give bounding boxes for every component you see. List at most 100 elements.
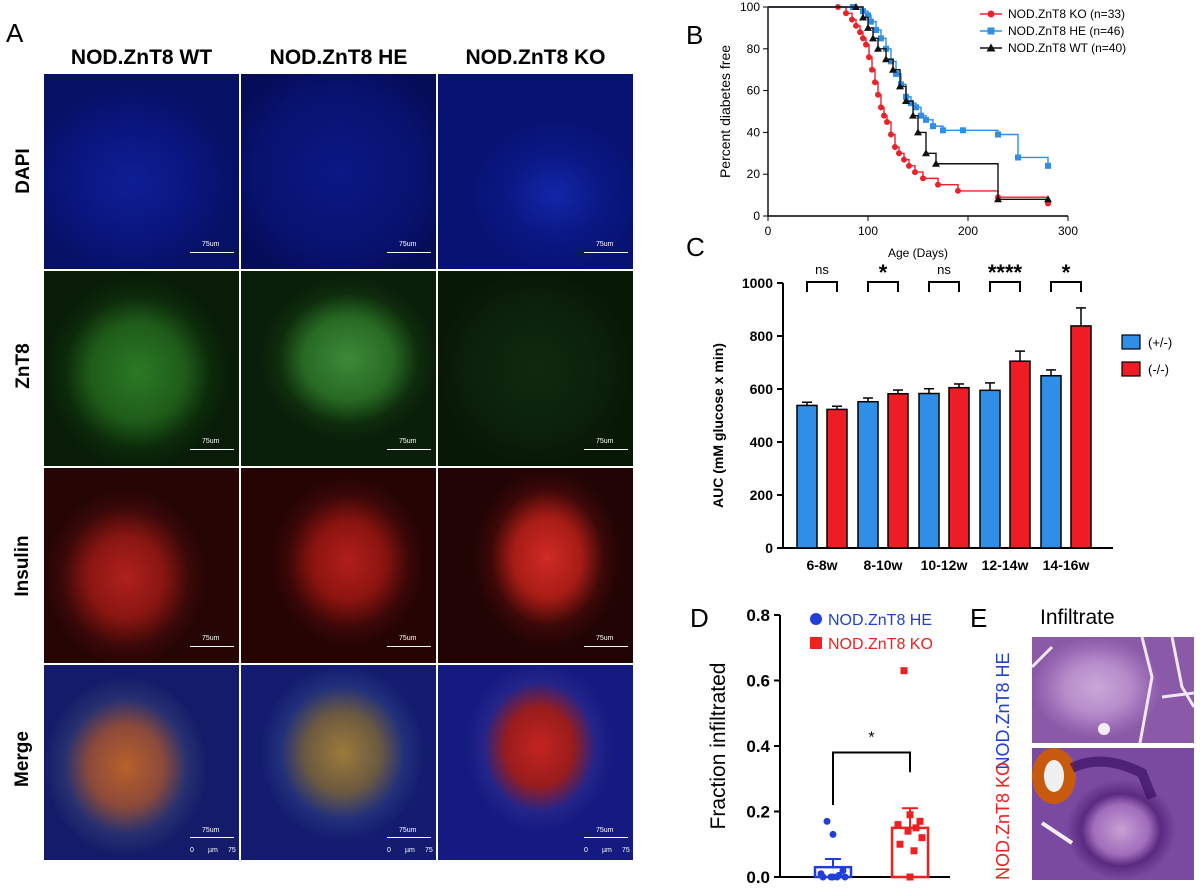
legend-marker	[987, 27, 995, 35]
data-point	[823, 817, 831, 825]
survival-point	[913, 104, 919, 111]
survival-point	[853, 22, 859, 29]
survival-point	[882, 55, 890, 63]
scale-label: 75um	[596, 241, 614, 248]
panel-a-label: A	[6, 18, 24, 48]
data-point	[829, 830, 837, 838]
survival-point	[868, 18, 874, 25]
panel-d-label: D	[690, 603, 709, 633]
survival-point	[878, 35, 884, 42]
survival-point	[888, 58, 894, 65]
legend-swatch	[1121, 361, 1141, 377]
bar	[1070, 325, 1092, 549]
scale-bar	[584, 837, 628, 838]
survival-point	[930, 123, 936, 130]
x-tick-label: 200	[958, 224, 978, 238]
survival-point	[863, 41, 869, 48]
column-title-ko: NOD.ZnT8 KO	[465, 46, 606, 69]
micrograph-znt8-wt: 75um	[44, 271, 239, 466]
category-label: 10-12w	[921, 557, 968, 573]
category-label: 6-8w	[806, 557, 837, 573]
survival-point	[896, 150, 902, 157]
row-label-dapi: DAPI	[13, 148, 34, 194]
survival-point	[918, 112, 924, 119]
survival-point	[888, 131, 894, 138]
scale-bar	[190, 837, 234, 838]
survival-point	[932, 159, 940, 167]
legend-entry: NOD.ZnT8 KO (n=33)	[1008, 7, 1125, 21]
scale-tick-0: 0	[190, 847, 194, 854]
survival-point	[914, 128, 922, 136]
survival-point	[881, 112, 887, 119]
bar	[887, 393, 909, 549]
survival-point	[874, 44, 882, 52]
y-axis-label: AUC (mM glucose x min)	[710, 343, 726, 508]
bar	[918, 392, 940, 549]
data-point	[829, 873, 837, 881]
micrograph-insulin-wt: 75um	[44, 468, 239, 663]
survival-point	[893, 70, 899, 77]
survival-point	[1015, 154, 1021, 161]
survival-point	[922, 149, 930, 157]
survival-chart: 0 100 200 300 0 20 40 60 80 100 Age (Days) Percent …	[717, 0, 1126, 260]
survival-point	[843, 10, 849, 17]
y-tick-label: 60	[747, 84, 761, 98]
survival-line	[768, 6, 1049, 166]
significance-bracket	[989, 281, 1021, 292]
scale-bar	[190, 252, 234, 253]
infiltrate-title: Infiltrate	[1040, 606, 1115, 629]
data-point	[896, 840, 904, 848]
infiltration-scatter-chart: 0.0 0.2 0.4 0.6 0.8 Fraction infiltrated * NO…	[707, 606, 950, 886]
significance-label: *	[868, 730, 874, 747]
micrograph-merge-wt: 75um 0 µm 75	[44, 665, 239, 860]
micrograph-merge-ko: 75um 0 µm 75	[438, 665, 633, 860]
survival-point	[869, 34, 877, 42]
column-title-wt: NOD.ZnT8 WT	[70, 46, 213, 69]
y-tick-label: 400	[750, 434, 774, 450]
scale-tick-75: 75	[425, 847, 433, 854]
survival-point	[901, 156, 907, 163]
legend-marker	[986, 43, 996, 52]
category-label: 8-10w	[864, 557, 903, 573]
y-axis-label: Fraction infiltrated	[707, 663, 730, 830]
scale-tick-0: 0	[584, 847, 588, 854]
significance-label: ns	[815, 262, 829, 277]
survival-point	[1044, 195, 1052, 203]
scale-label: 75um	[596, 438, 614, 445]
micrograph-insulin-ko: 75um	[438, 468, 633, 663]
survival-point	[940, 127, 946, 134]
y-tick-label: 80	[747, 42, 761, 56]
survival-point	[920, 175, 926, 182]
bar	[826, 408, 848, 549]
legend-entry: NOD.ZnT8 WT (n=40)	[1008, 41, 1126, 55]
panel-e-label: E	[970, 603, 988, 633]
survival-point	[864, 23, 872, 31]
x-tick-label: 0	[765, 224, 772, 238]
y-tick-label: 100	[740, 0, 760, 14]
y-tick-label: 600	[750, 381, 774, 397]
histology-image-he	[1032, 637, 1194, 743]
y-tick-label: 0	[765, 540, 773, 556]
category-label: 12-14w	[982, 557, 1029, 573]
significance-label: ****	[988, 260, 1023, 285]
survival-point	[859, 13, 867, 21]
data-point	[900, 667, 908, 675]
scale-label: 75um	[596, 635, 614, 642]
significance-bracket	[867, 281, 899, 292]
significance-bracket	[928, 281, 960, 292]
row-label-insulin: Insulin	[12, 535, 33, 597]
survival-point	[865, 12, 871, 19]
legend-marker	[810, 637, 822, 649]
data-point	[910, 847, 918, 855]
survival-point	[873, 26, 879, 33]
survival-point	[852, 3, 860, 10]
auc-bar-chart: 0 200 400 600 800 1000 AUC (mM glucose x min) 6…	[710, 260, 1172, 573]
y-tick-label: 40	[747, 125, 761, 139]
scale-label: 75um	[202, 635, 220, 642]
legend-entry: (-/-)	[1148, 362, 1169, 377]
legend-entry: NOD.ZnT8 HE	[828, 612, 932, 629]
micrograph-merge-he: 75um 0 µm 75	[241, 665, 436, 860]
y-tick-label: 0	[753, 209, 760, 223]
survival-point	[878, 104, 884, 111]
survival-point	[872, 79, 878, 86]
